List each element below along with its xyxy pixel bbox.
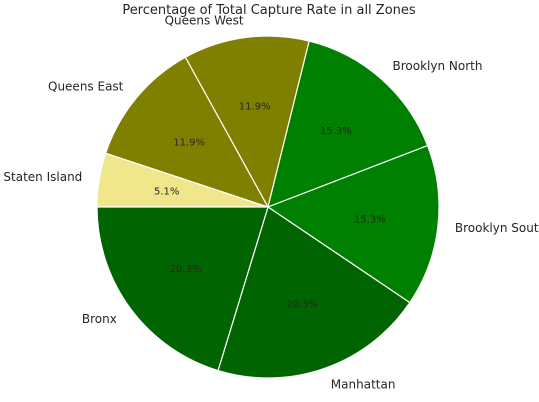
slice-percent-manhattan: 20.3% — [286, 300, 318, 311]
slice-percent-queens-east: 11.9% — [173, 137, 205, 148]
slice-label-queens-east: Queens East — [48, 80, 124, 94]
pie-slice-brooklyn-south — [266, 144, 440, 304]
slice-percent-bronx: 20.3% — [170, 264, 202, 275]
slice-label-staten-island: Staten Island — [3, 170, 82, 184]
slice-label-bronx: Bronx — [82, 312, 117, 326]
pie-slices — [96, 35, 440, 379]
slice-label-manhattan: Manhattan — [331, 377, 396, 391]
pie-slice-manhattan — [217, 206, 411, 379]
slice-label-queens-west: Queens West — [165, 14, 244, 28]
pie-labels: Staten Island 5.1% Queens East 11.9% Queens … — [3, 14, 539, 392]
slice-percent-queens-west: 11.9% — [239, 101, 271, 112]
chart-title: Percentage of Total Capture Rate in all … — [122, 3, 416, 18]
pie-slice-queens-east — [104, 56, 270, 209]
slice-percent-brooklyn-south: 15.3% — [354, 215, 386, 226]
slice-label-brooklyn-north: Brooklyn North — [393, 59, 483, 73]
slice-percent-staten-island: 5.1% — [154, 187, 179, 198]
slice-percent-brooklyn-north: 15.3% — [320, 126, 352, 137]
slice-label-brooklyn-south: Brooklyn South — [455, 221, 539, 235]
pie-slice-bronx — [96, 206, 269, 372]
pie-slice-brooklyn-north — [267, 40, 429, 208]
